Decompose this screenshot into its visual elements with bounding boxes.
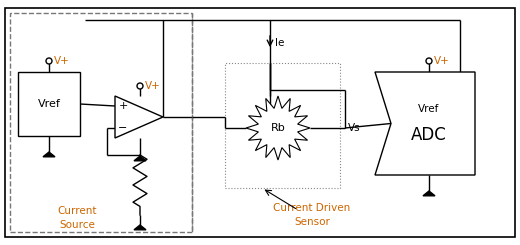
Text: V+: V+ [54, 56, 70, 66]
Polygon shape [115, 96, 163, 138]
Polygon shape [246, 96, 310, 160]
Polygon shape [134, 225, 146, 230]
Text: Vref: Vref [418, 105, 440, 114]
Text: V+: V+ [434, 56, 450, 66]
Circle shape [426, 58, 432, 64]
Text: −: − [119, 123, 128, 133]
Bar [10, 13, 192, 232]
Text: ADC: ADC [411, 126, 447, 145]
Text: V+: V+ [145, 81, 161, 91]
Polygon shape [423, 191, 435, 196]
Polygon shape [43, 152, 55, 157]
Text: Vs: Vs [348, 123, 361, 133]
Polygon shape [134, 156, 146, 161]
Bar [225, 63, 340, 188]
Text: Vref: Vref [37, 99, 60, 109]
Circle shape [137, 83, 143, 89]
Text: Ie: Ie [275, 38, 284, 48]
Polygon shape [375, 72, 475, 175]
Bar [18, 72, 80, 136]
Circle shape [46, 58, 52, 64]
Text: +: + [119, 101, 128, 111]
Text: Rb: Rb [270, 123, 285, 133]
Text: Current Driven
Sensor: Current Driven Sensor [274, 203, 350, 227]
Text: Current
Source: Current Source [57, 206, 97, 230]
